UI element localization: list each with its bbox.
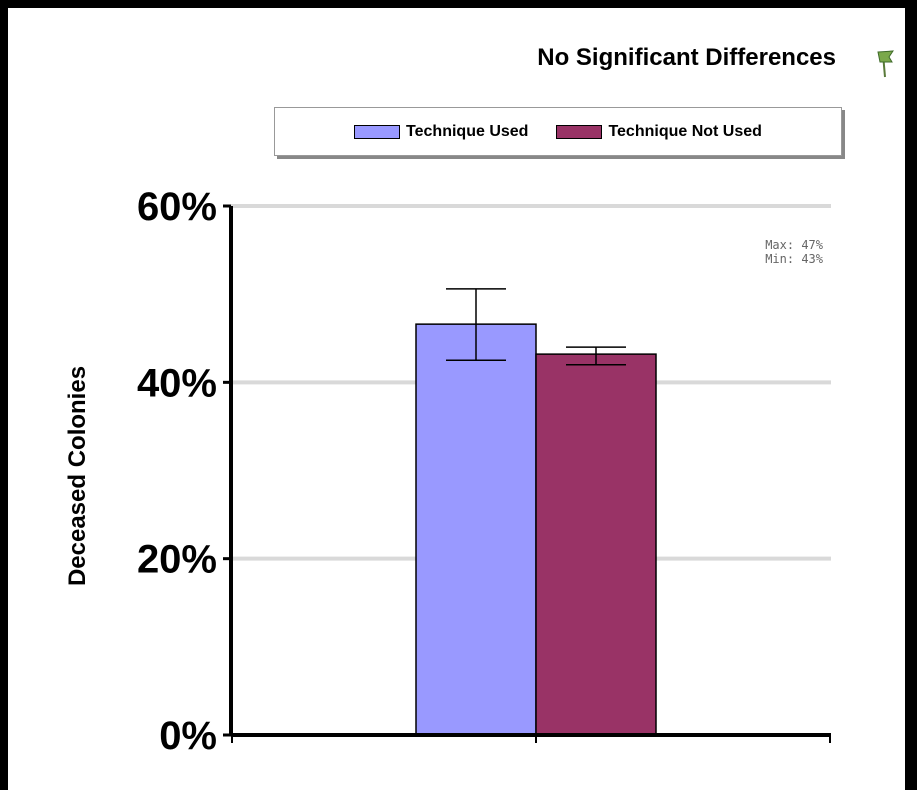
legend-swatch-not-used (556, 124, 603, 139)
stats-min: Min: 43% (765, 252, 823, 266)
y-tick-label: 0% (159, 714, 217, 758)
bar-technique-used (415, 323, 537, 736)
bar-technique-not-used (535, 353, 657, 736)
chart-panel: No Significant Differences Technique Use… (8, 8, 905, 790)
legend-swatch-used (354, 124, 401, 139)
stats-max: Max: 47% (765, 238, 823, 252)
y-tick-label: 20% (137, 538, 217, 582)
y-tick-label: 40% (137, 361, 217, 405)
legend-label-not-used: Technique Not Used (608, 122, 762, 140)
legend-label-used: Technique Used (406, 122, 529, 140)
flag-icon[interactable] (876, 48, 896, 78)
chart-legend: Technique Used Technique Not Used (274, 107, 842, 156)
bar-chart: 0% 20% 40% 60% (137, 185, 831, 758)
y-tick-label: 60% (137, 185, 217, 229)
legend-item-technique-used: Technique Used (354, 123, 528, 141)
stats-box: Max: 47% Min: 43% (668, 238, 823, 266)
legend-item-technique-not-used: Technique Not Used (556, 123, 762, 141)
chart-title: No Significant Differences (537, 44, 836, 71)
